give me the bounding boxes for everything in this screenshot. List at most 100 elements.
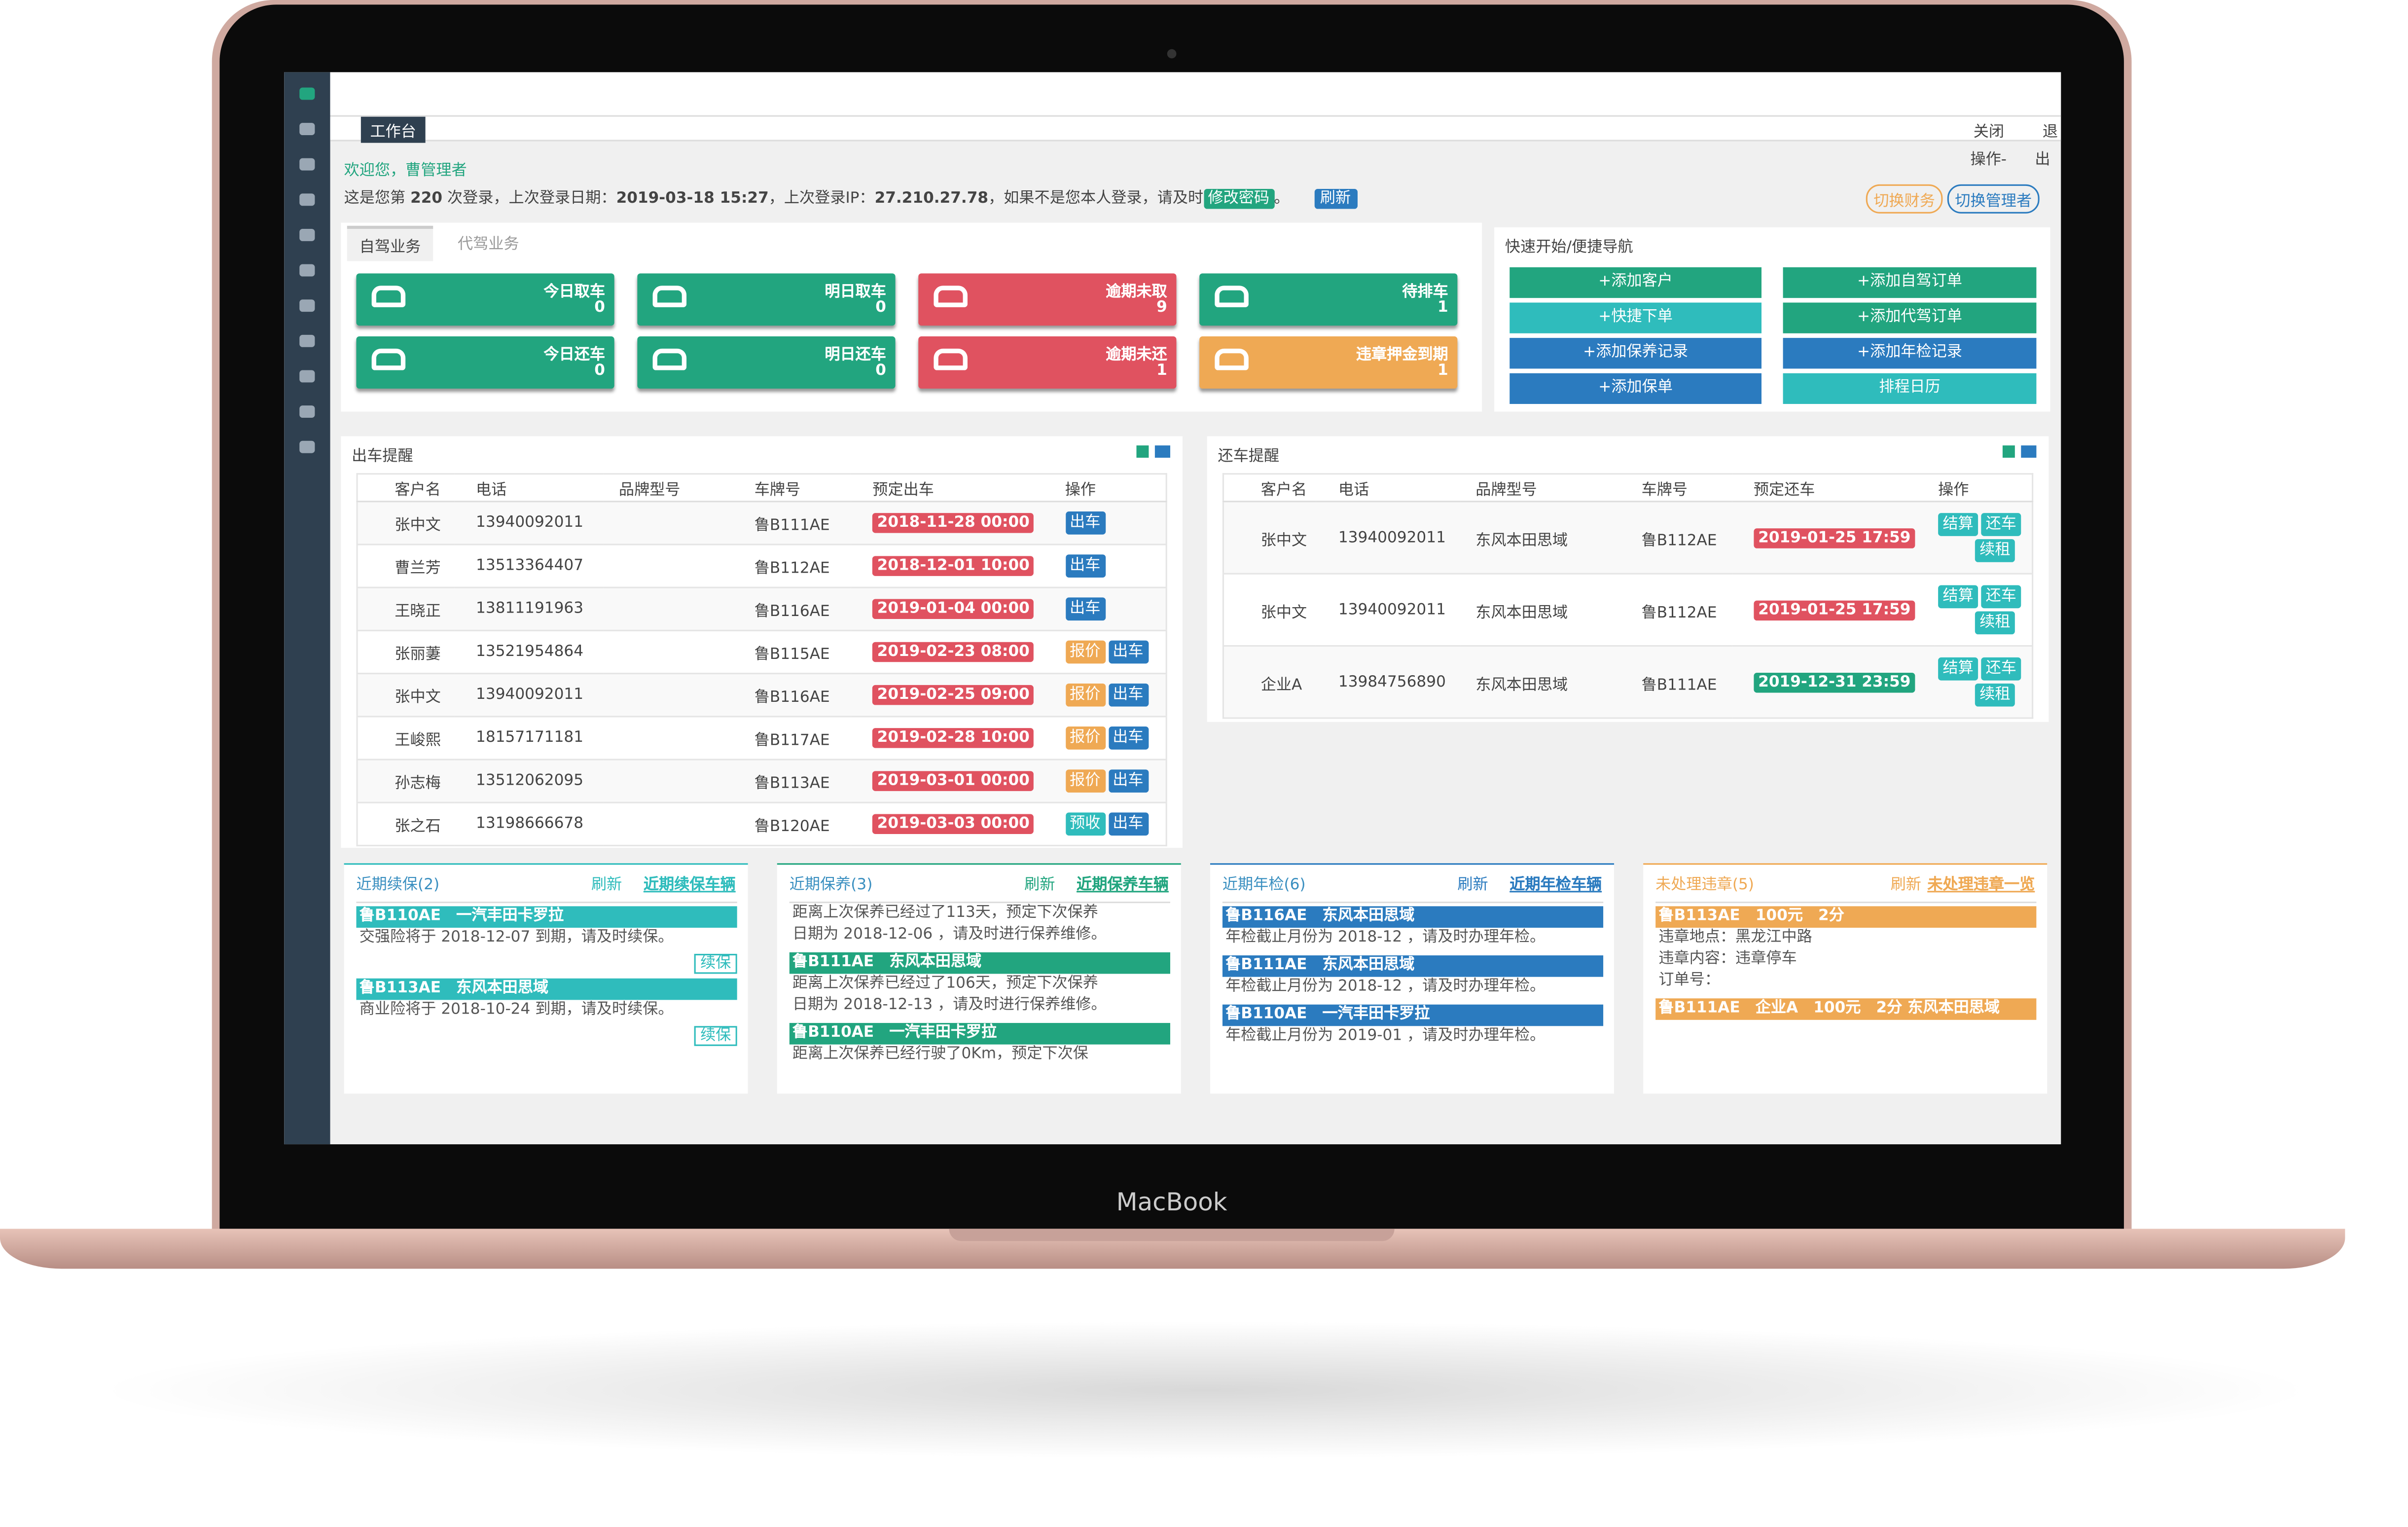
panel-title: 出车提醒 [352,448,413,466]
stat-tile[interactable]: 明日取车 0 [637,273,896,326]
cell-phone: 13940092011 [476,514,584,532]
panel-refresh[interactable]: 刷新 [591,877,622,894]
switch-button[interactable]: 切换财务 [1866,184,1943,214]
panel-refresh[interactable]: 刷新 [1024,877,1055,894]
action-button[interactable]: 报价 [1065,727,1105,750]
nav-icon[interactable] [299,440,315,453]
cell-brand [604,545,693,587]
action-button[interactable]: 续租 [1975,539,2015,562]
column-header: 客户名 [1260,482,1307,500]
action-button[interactable]: 还车 [1981,585,2021,609]
logout[interactable]: 退 [2042,124,2058,142]
stat-tile[interactable]: 今日还车 0 [356,336,614,389]
panel-tools[interactable] [1136,445,1171,458]
biz-tab[interactable]: 自驾业务 [347,225,433,261]
nav-icon[interactable] [299,87,315,100]
panel-refresh[interactable]: 刷新 [1890,877,1921,894]
biz-tab[interactable]: 代驾业务 [458,236,519,254]
nav-icon[interactable] [299,193,315,206]
action-button[interactable]: 出车 [1108,727,1148,750]
panel-link[interactable]: 未处理违章一览 [1927,877,2035,894]
action-button[interactable]: 续租 [1975,683,2015,707]
nav-icon[interactable] [299,405,315,418]
panel-link[interactable]: 近期年检车辆 [1509,877,1602,894]
stat-tile[interactable]: 逾期未取 9 [918,273,1177,326]
ops[interactable]: 操作- [1970,152,2007,169]
quick-button[interactable]: 排程日历 [1783,373,2037,404]
stat-tile[interactable]: 待排车 1 [1199,273,1458,326]
login-t3: ，上次登录IP： [768,190,875,208]
action-button[interactable]: 出车 [1065,554,1105,578]
quick-button[interactable]: +添加代驾订单 [1783,302,2037,333]
panel-link[interactable]: 近期续保车辆 [643,877,736,894]
nav-icon[interactable] [299,123,315,136]
nav-icon[interactable] [299,264,315,277]
action-button[interactable]: 还车 [1981,657,2021,681]
action-button[interactable]: 出车 [1108,640,1148,664]
stat-tile[interactable]: 逾期未还 1 [918,336,1177,389]
quick-button[interactable]: +添加年检记录 [1783,338,2037,369]
tile-label: 逾期未还 [1106,347,1167,364]
item-head: 鲁B113AE 100元 2分 [1655,906,2037,928]
panel-refresh[interactable]: 刷新 [1457,877,1488,894]
nav-icon[interactable] [299,299,315,312]
panel-tools[interactable] [2002,445,2037,458]
action-button[interactable]: 出车 [1065,511,1105,535]
cell-brand: 东风本田思域 [1475,532,1568,549]
login-info: 这是您第 220 次登录，上次登录日期：2019-03-18 15:27，上次登… [344,184,1357,209]
action-button[interactable]: 还车 [1981,513,2021,536]
pickup-table: 客户名 电话 品牌型号 车牌号 预定出车 操作 张中文 13940092011 鲁B111AE 2… [356,473,1167,846]
action-button[interactable]: 出车 [1108,812,1148,836]
action-button[interactable]: 结算 [1938,585,1978,609]
screen: 工作台 关闭 退 操作- 出 欢迎您，曹管理者 这是您第 220 次登录，上次登… [284,72,2061,1145]
cell-phone: 13198666678 [476,815,584,833]
action-button[interactable]: 报价 [1065,769,1105,793]
cell-date: 2019-12-31 23:59 [1732,646,1935,718]
shadow [92,1321,2319,1459]
action-button[interactable]: 出车 [1065,597,1105,621]
item-head: 鲁B110AE 一汽丰田卡罗拉 [356,906,737,928]
tab[interactable]: 工作台 [360,116,426,143]
nav-icon[interactable] [299,370,315,383]
action-button[interactable]: 报价 [1065,640,1105,664]
cell-plate: 鲁B120AE [754,818,830,836]
header-row: 客户名 电话 品牌型号 车牌号 预定还车 操作 [1223,474,2033,502]
login-refresh[interactable]: 刷新 [1314,189,1357,209]
action-button[interactable]: 续租 [1975,611,2015,635]
action-button[interactable]: 报价 [1065,683,1105,707]
renew-button[interactable]: 续保 [694,1026,737,1046]
action-button[interactable]: 结算 [1938,513,1978,536]
reminder-panel: 近期续保(2) 刷新 近期续保车辆 鲁B110AE 一汽丰田卡罗拉 交强险将于 2018… [344,863,748,1094]
quick-button[interactable]: +添加保养记录 [1509,338,1761,369]
login-button[interactable]: 修改密码 [1203,189,1274,209]
panel-link[interactable]: 近期保养车辆 [1077,877,1169,894]
action-button[interactable]: 出车 [1108,769,1148,793]
table-row: 张之石 13198666678 鲁B120AE 2019-03-03 00:00 预收出… [357,802,1167,846]
cell-name: 张中文 [395,690,441,707]
stat-tile[interactable]: 明日还车 0 [637,336,896,389]
renew-button[interactable]: 续保 [694,953,737,974]
cell-actions: 出车 [1062,502,1167,545]
quick-button[interactable]: +添加自驾订单 [1783,267,2037,298]
cell-name: 张中文 [1260,532,1307,549]
close[interactable]: 关闭 [1973,124,2005,142]
action-button[interactable]: 预收 [1065,812,1105,836]
stat-tile[interactable]: 违章押金到期 1 [1199,336,1458,389]
nav-icon[interactable] [299,334,315,347]
cell-date: 2019-02-28 10:00 [851,717,1062,760]
nav-icon[interactable] [299,229,315,241]
action-button[interactable]: 出车 [1108,683,1148,707]
stat-tile[interactable]: 今日取车 0 [356,273,614,326]
quick-button[interactable]: +添加客户 [1509,267,1761,298]
action-button[interactable]: 结算 [1938,657,1978,681]
column-header: 电话 [1338,482,1369,500]
exit[interactable]: 出 [2035,152,2050,169]
table-row: 张丽萋 13521954864 鲁B115AE 2019-02-23 08:00 报价出… [357,630,1167,674]
cell-phone: 13512062095 [476,772,584,790]
tile-label: 逾期未取 [1106,284,1167,301]
quick-button[interactable]: +添加保单 [1509,373,1761,404]
nav-icon[interactable] [299,158,315,171]
switch-button[interactable]: 切换管理者 [1947,184,2040,214]
quick-button[interactable]: +快捷下单 [1509,302,1761,333]
